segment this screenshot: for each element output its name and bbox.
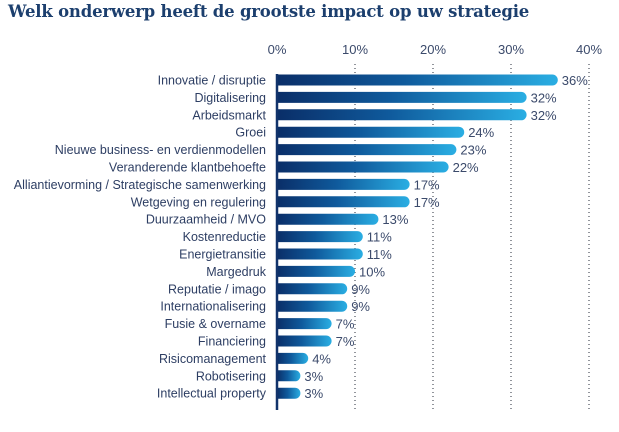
category-label: Financiering <box>198 335 266 349</box>
value-labels: 36% 32% 32% 24% 23% 22% 17% 17% 13% 11% 11% 10% 9% 9%… <box>304 73 588 401</box>
category-label: Kostenreductie <box>183 230 266 244</box>
bar <box>277 352 309 364</box>
value-label: 36% <box>562 73 588 88</box>
x-tick-label: 30% <box>498 42 524 57</box>
bar <box>277 300 348 312</box>
bars <box>277 74 558 399</box>
x-axis-ticks: 0% 10% 20% 30% 40% <box>268 42 603 57</box>
value-label: 22% <box>453 160 479 175</box>
value-label: 13% <box>382 212 408 227</box>
category-label: Nieuwe business- en verdienmodellen <box>55 143 266 157</box>
bar <box>277 265 355 277</box>
category-label: Robotisering <box>196 369 266 383</box>
value-label: 11% <box>367 247 392 262</box>
bar <box>277 231 363 243</box>
value-label: 9% <box>351 282 370 297</box>
value-label: 4% <box>312 351 331 366</box>
category-label: Internationalisering <box>160 300 266 314</box>
category-label: Reputatie / imago <box>168 282 266 296</box>
category-label: Digitalisering <box>194 91 266 105</box>
bar <box>277 161 449 173</box>
bar <box>277 370 301 382</box>
bar <box>277 387 301 399</box>
value-label: 24% <box>468 125 494 140</box>
category-label: Risicomanagement <box>159 352 267 366</box>
value-label: 7% <box>336 317 355 332</box>
category-label: Veranderende klantbehoefte <box>109 161 266 175</box>
x-tick-label: 10% <box>342 42 368 57</box>
category-label: Alliantievorming / Strategische samenwer… <box>14 178 266 192</box>
bar <box>277 196 410 208</box>
x-tick-label: 40% <box>576 42 602 57</box>
category-label: Wetgeving en regulering <box>131 195 266 209</box>
category-label: Energietransitie <box>179 248 266 262</box>
x-tick-label: 20% <box>420 42 446 57</box>
x-tick-label: 0% <box>268 42 287 57</box>
bar <box>277 318 332 330</box>
value-label: 17% <box>414 177 440 192</box>
category-label: Groei <box>235 126 266 140</box>
value-label: 32% <box>531 108 557 123</box>
value-label: 17% <box>414 195 440 210</box>
category-label: Margedruk <box>206 265 266 279</box>
chart-title: Welk onderwerp heeft de grootste impact … <box>8 2 530 21</box>
bar <box>277 91 527 103</box>
bar <box>277 283 348 295</box>
value-label: 3% <box>304 386 323 401</box>
category-labels: Innovatie / disruptie Digitalisering Arbei… <box>14 74 267 401</box>
bar <box>277 178 410 190</box>
bar <box>277 213 379 225</box>
bar <box>277 144 457 156</box>
bar <box>277 335 332 347</box>
bar <box>277 126 465 138</box>
bar <box>277 74 558 86</box>
bar <box>277 248 363 260</box>
category-label: Innovatie / disruptie <box>158 74 266 88</box>
category-label: Arbeidsmarkt <box>192 108 266 122</box>
value-label: 10% <box>359 264 385 279</box>
category-label: Duurzaamheid / MVO <box>146 213 266 227</box>
value-label: 11% <box>367 230 392 245</box>
value-label: 23% <box>460 143 486 158</box>
value-label: 3% <box>304 369 323 384</box>
bar <box>277 109 527 121</box>
value-label: 32% <box>531 90 557 105</box>
value-label: 9% <box>351 299 370 314</box>
category-label: Fusie & overname <box>165 317 266 331</box>
category-label: Intellectual property <box>157 387 267 401</box>
value-label: 7% <box>336 334 355 349</box>
